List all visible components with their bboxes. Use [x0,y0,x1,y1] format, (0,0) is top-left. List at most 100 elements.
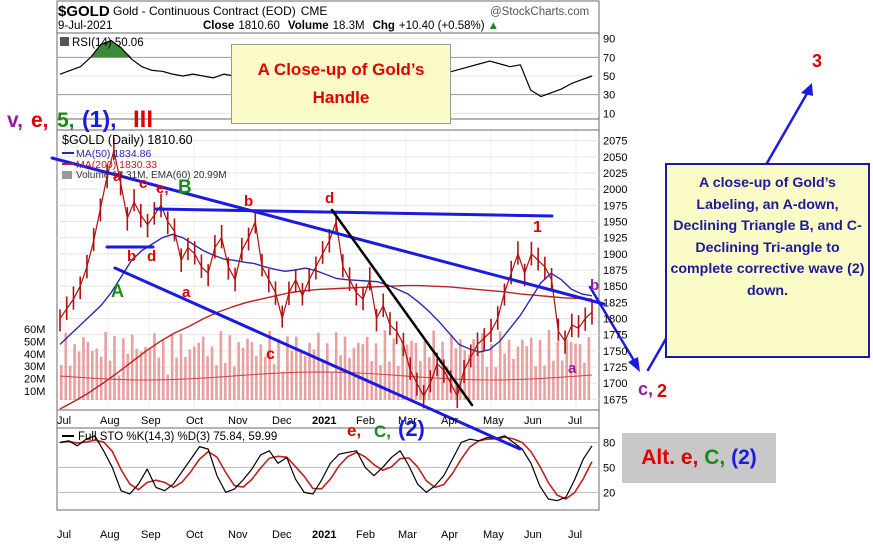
volume-bar [538,339,542,400]
x-month-label: Jul [57,415,71,427]
wave-label: c, [638,379,653,399]
volume-bar [272,364,276,400]
volume-bar [113,335,116,400]
volume-bar [476,350,480,400]
volume-bar [534,366,537,400]
volume-bar [507,339,511,400]
volume-label: Volume 18.31M, EMA(60) 20.99M [76,170,227,181]
sto-tick-label: 20 [603,487,615,499]
volume-bar [427,357,431,400]
x-month-label-bottom: 2021 [312,529,336,541]
volume-bar [370,361,373,400]
volume-bar [95,348,99,400]
volume-bar [312,349,316,400]
wave-label: b [590,277,599,294]
volume-bar [277,338,280,400]
price-tick-label: 1850 [603,281,627,293]
volume-bar [529,337,533,400]
lower-channel-line [113,266,522,451]
ma200-label: MA(200) 1830.33 [76,159,157,171]
volume-legend-swatch [62,171,72,179]
wave-label: (1), [82,106,117,132]
price-tick-label: 1825 [603,297,627,309]
volume-bar [423,340,427,400]
wave-label: (2) [398,416,425,441]
price-tick-label: 1750 [603,346,627,358]
volume-bar [91,351,94,400]
price-tick-label: 1800 [603,313,627,325]
volume-bar [419,360,422,400]
alt-c-label: C, [704,446,726,469]
alt-e-label: Alt. e, [641,446,699,469]
rsi-legend-swatch [60,37,69,46]
sto-tick-label: 80 [603,437,615,449]
volume-bar [299,349,302,400]
volume-bar [139,351,143,400]
volume-tick-label: 50M [24,336,45,348]
sto-label: Full STO %K(14,3) %D(3) 75.84, 59.99 [78,431,277,443]
volume-bar [330,372,334,400]
title-callout: A Close-up of Gold’s Handle [231,44,451,124]
x-month-label-bottom: Nov [228,529,248,541]
axis-layer: 2075205020252000197519501925190018751850… [24,34,627,541]
volume-bar [388,361,391,400]
volume-bar [157,357,161,400]
wave-label: e, [156,180,169,197]
x-month-label: Aug [100,415,120,427]
volume-bar [246,338,249,400]
price-tick-label: 1775 [603,330,627,342]
volume-bar [281,371,285,400]
volume-bar [392,338,396,400]
wave-label: B [178,177,192,198]
wave-label: a [113,168,122,185]
x-month-label: Oct [186,415,203,427]
price-tick-label: 2000 [603,184,627,196]
ma200-line [59,284,593,410]
wave-label: e, [31,109,49,132]
header-date: 9-Jul-2021 [58,20,112,32]
volume-tick-label: 30M [24,361,45,373]
wave-label: d [147,248,156,265]
volume-bar [361,344,365,400]
volume-bar [436,368,440,400]
triangle-b-top-line [154,207,554,218]
wave-c-arrow [588,285,638,366]
x-month-label: Jun [524,415,542,427]
volume-bar [126,353,130,400]
x-month-label: Feb [356,415,375,427]
x-month-label-bottom: Dec [272,529,292,541]
rsi-tick-label: 10 [603,108,615,120]
volume-bar [232,366,236,400]
volume-bar [86,342,90,400]
rsi-tick-label: 70 [603,52,615,64]
x-month-label-bottom: Mar [398,529,417,541]
volume-bar [543,365,546,400]
volume-bar [321,362,325,400]
header-stats: Close 1810.60 Volume 18.3M Chg +10.40 (+0.58%… [203,20,499,32]
volume-bar [481,332,484,400]
volume-bar [503,353,506,400]
volume-bar [357,342,360,400]
x-month-label: Mar [398,415,417,427]
rsi-tick-label: 90 [603,34,615,46]
price-tick-label: 2025 [603,168,627,180]
volume-bar [414,342,418,400]
x-month-label: Jul [568,415,582,427]
wave-label: c [266,346,275,363]
rsi-tick-label: 30 [603,90,615,102]
price-tick-label: 1950 [603,217,627,229]
wave-label: c [139,175,147,192]
volume-bar [379,365,382,400]
volume-bar [286,336,289,400]
upper-channel-line [50,156,606,306]
volume-bar [268,330,271,400]
x-month-label: Apr [441,415,458,427]
volume-bar [490,343,493,400]
volume-bar [175,357,178,400]
volume-tick-label: 20M [24,374,45,386]
volume-bar [587,337,591,400]
x-month-label: May [483,415,504,427]
price-tick-label: 2075 [603,136,627,148]
volume-bar [365,336,369,400]
volume-bar [237,342,240,400]
